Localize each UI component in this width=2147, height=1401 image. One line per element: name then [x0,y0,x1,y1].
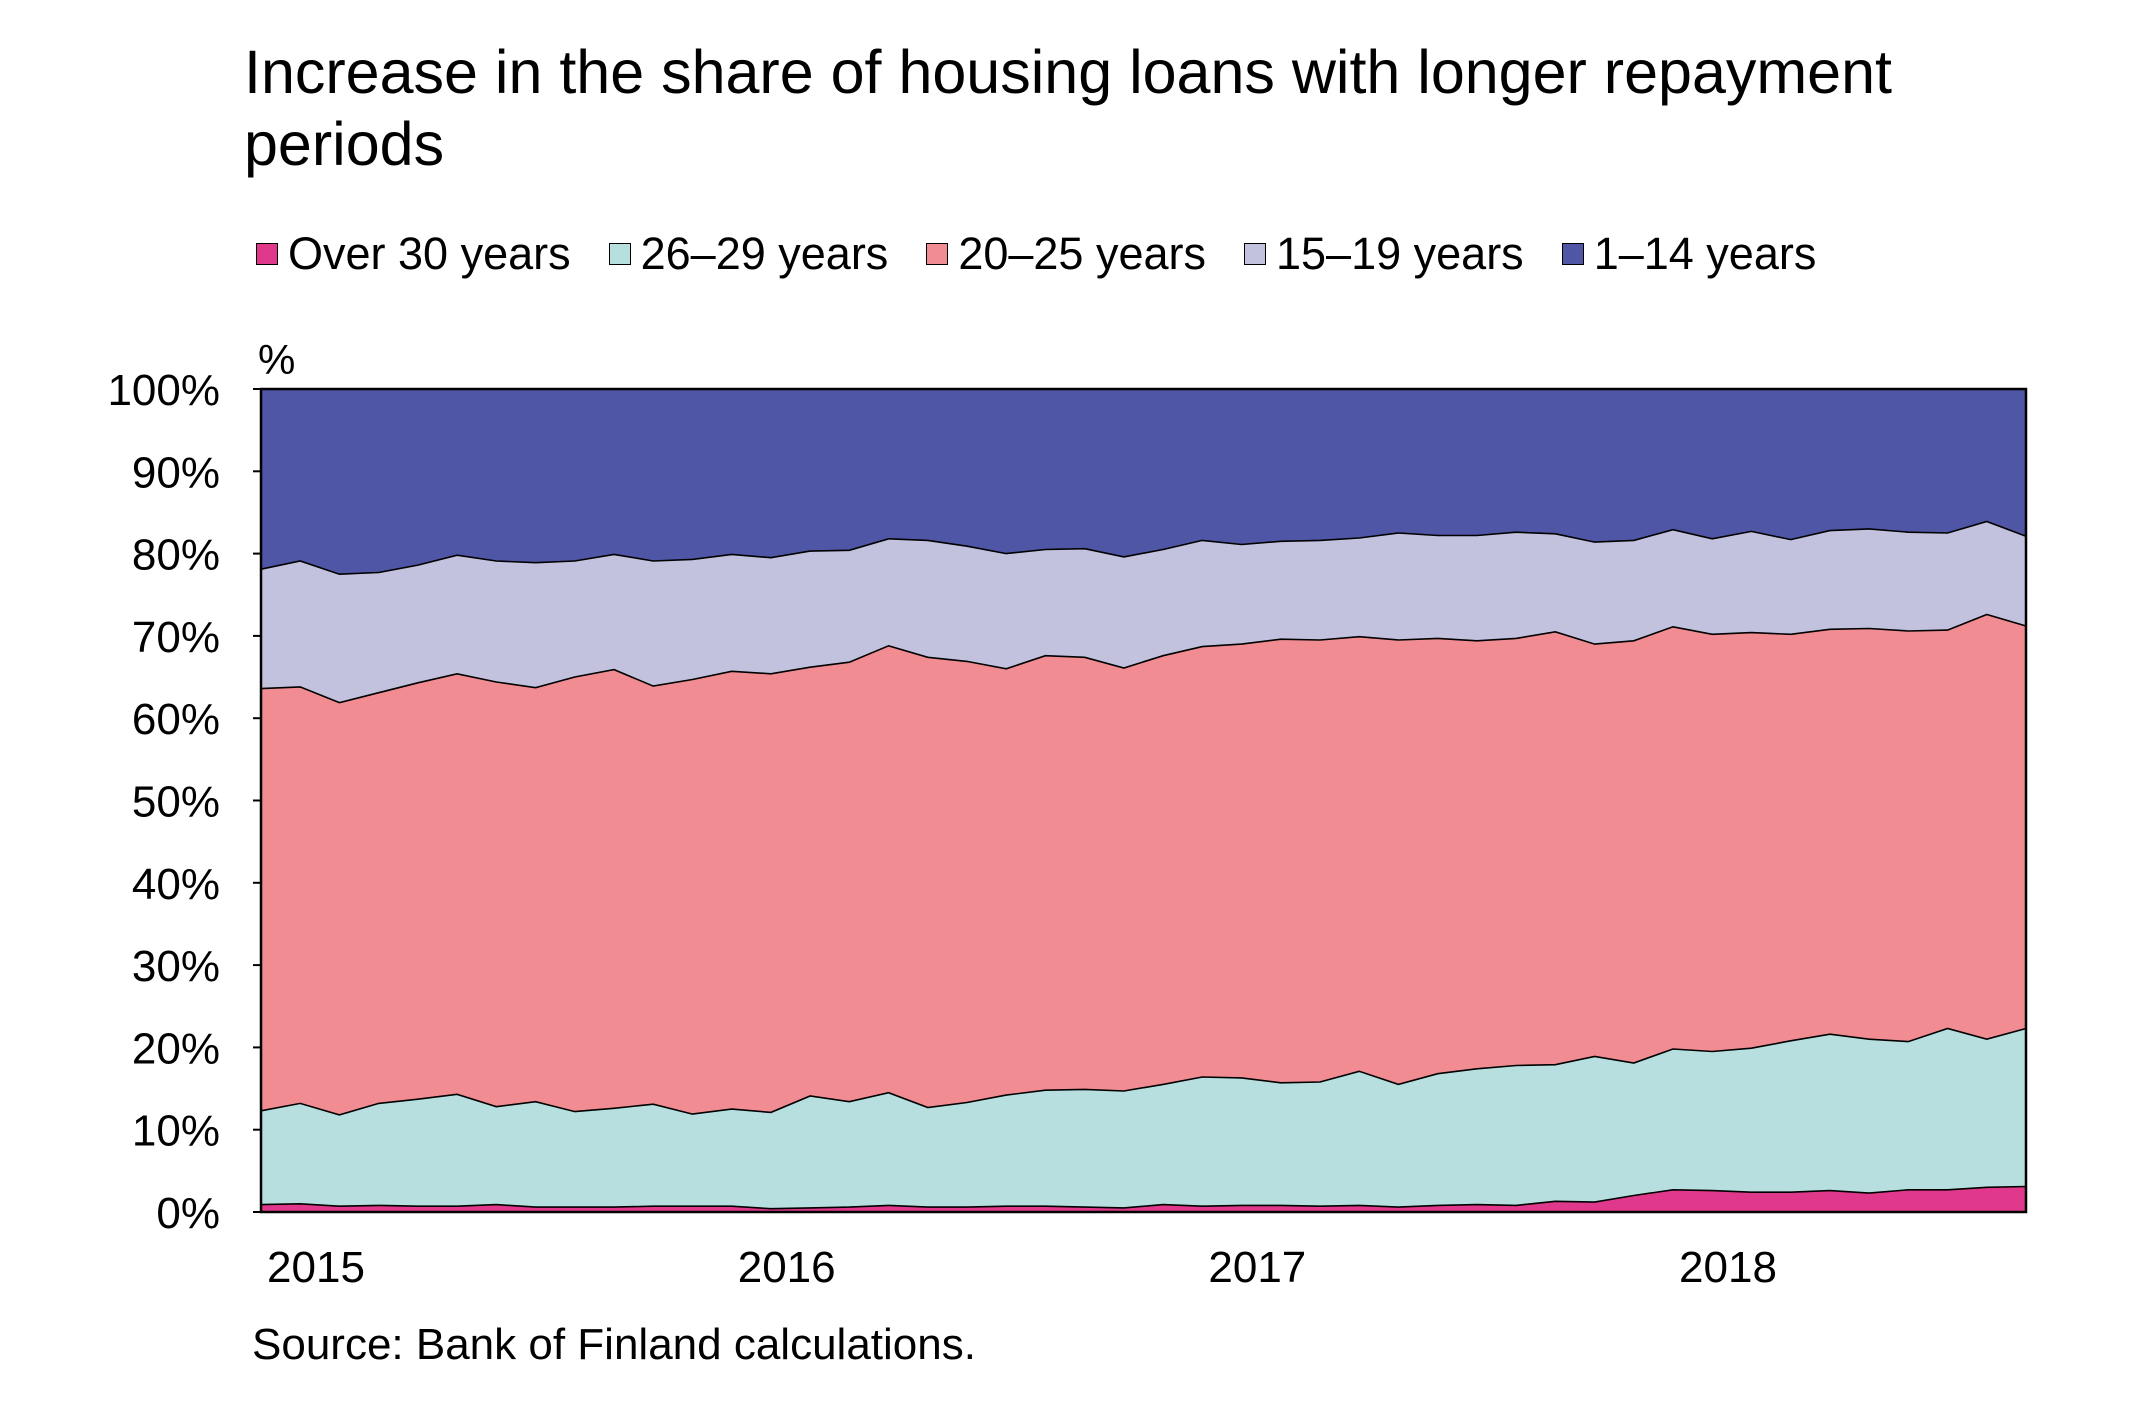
y-tick-label: 100% [107,366,220,415]
legend-item: 15–19 years [1244,226,1524,282]
chart-title: Increase in the share of housing loans w… [244,38,1892,178]
area-series [261,1028,2026,1209]
legend-label: 15–19 years [1276,228,1524,279]
legend-swatch [926,243,949,265]
legend: Over 30 years 26–29 years 20–25 years 15–19… [256,226,1854,282]
y-tick-label: 10% [132,1107,220,1156]
y-tick-label: 0% [156,1189,220,1238]
y-tick-label: 40% [132,860,220,909]
series-boundary-line [260,1185,2027,1210]
area-series [261,521,2026,703]
series-boundary-line [260,613,2027,704]
legend-item: 1–14 years [1561,226,1817,282]
legend-swatch [1561,243,1584,265]
y-tick-label: 80% [132,531,220,580]
area-series [261,389,2026,575]
legend-item: 20–25 years [926,226,1206,282]
y-tick-label: 20% [132,1024,220,1073]
legend-swatch [608,243,631,265]
legend-label: 1–14 years [1593,228,1817,279]
x-tick-label: 2016 [738,1243,836,1292]
legend-label: Over 30 years [288,228,571,279]
x-tick-label: 2018 [1679,1243,1777,1292]
legend-label: 26–29 years [640,228,889,279]
y-axis-unit-label: % [258,336,295,383]
legend-item: 26–29 years [608,226,889,282]
source-note: Source: Bank of Finland calculations. [252,1320,976,1369]
legend-label: 20–25 years [958,228,1206,279]
x-tick-label: 2015 [267,1243,365,1292]
series-boundary-line [260,1027,2027,1116]
legend-item: Over 30 years [256,226,571,282]
x-tick-label: 2017 [1208,1243,1306,1292]
y-tick-label: 90% [132,448,220,497]
area-series [261,614,2026,1115]
y-tick-label: 60% [132,695,220,744]
area-series [261,1186,2026,1212]
y-tick-label: 70% [132,613,220,662]
y-tick-label: 30% [132,942,220,991]
legend-swatch [256,243,278,265]
legend-swatch [1244,243,1266,265]
y-tick-label: 50% [132,778,220,827]
series-boundary-line [260,520,2027,576]
